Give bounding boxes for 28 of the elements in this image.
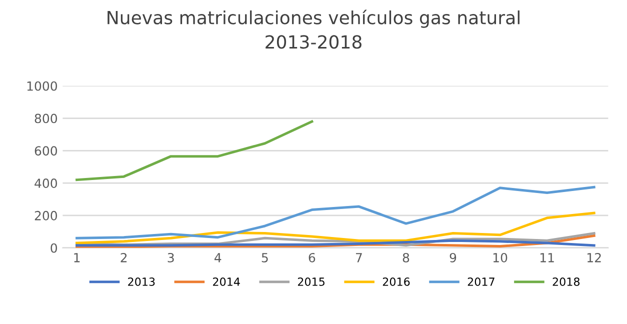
x-tick-label: 9 <box>450 252 456 262</box>
x-tick-label: 6 <box>308 252 316 262</box>
x-tick-label: 3 <box>168 252 174 262</box>
line-series <box>76 120 314 182</box>
legend-label: 2013 <box>128 277 155 286</box>
y-tick-label: 800 <box>34 114 58 124</box>
legend-label: 2015 <box>298 277 324 286</box>
x-tick-label: 1 <box>74 253 80 262</box>
y-tick-label: 1000 <box>27 81 58 91</box>
legend-label: 2014 <box>213 277 240 286</box>
legend-label: 2017 <box>468 277 494 286</box>
y-tick-label: 400 <box>34 178 58 188</box>
x-tick-label: 10 <box>493 252 508 262</box>
line-series <box>76 212 596 244</box>
x-tick-label: 5 <box>262 253 268 262</box>
line-series <box>76 186 596 240</box>
legend-label: 2016 <box>382 277 410 286</box>
x-tick-label: 4 <box>214 253 222 262</box>
y-tick-label: 600 <box>34 146 58 156</box>
legend-label: 2018 <box>552 277 580 286</box>
x-tick-label: 2 <box>120 252 127 262</box>
x-tick-label: 8 <box>402 252 410 262</box>
y-tick-label: 0 <box>50 243 58 253</box>
x-tick-label: 11 <box>540 253 554 262</box>
y-tick-label: 200 <box>34 210 58 220</box>
x-tick-label: 12 <box>588 252 601 262</box>
chart-title: Nuevas matriculaciones vehículos gas natural 2013-2018 <box>108 10 520 49</box>
x-tick-label: 7 <box>356 253 362 262</box>
